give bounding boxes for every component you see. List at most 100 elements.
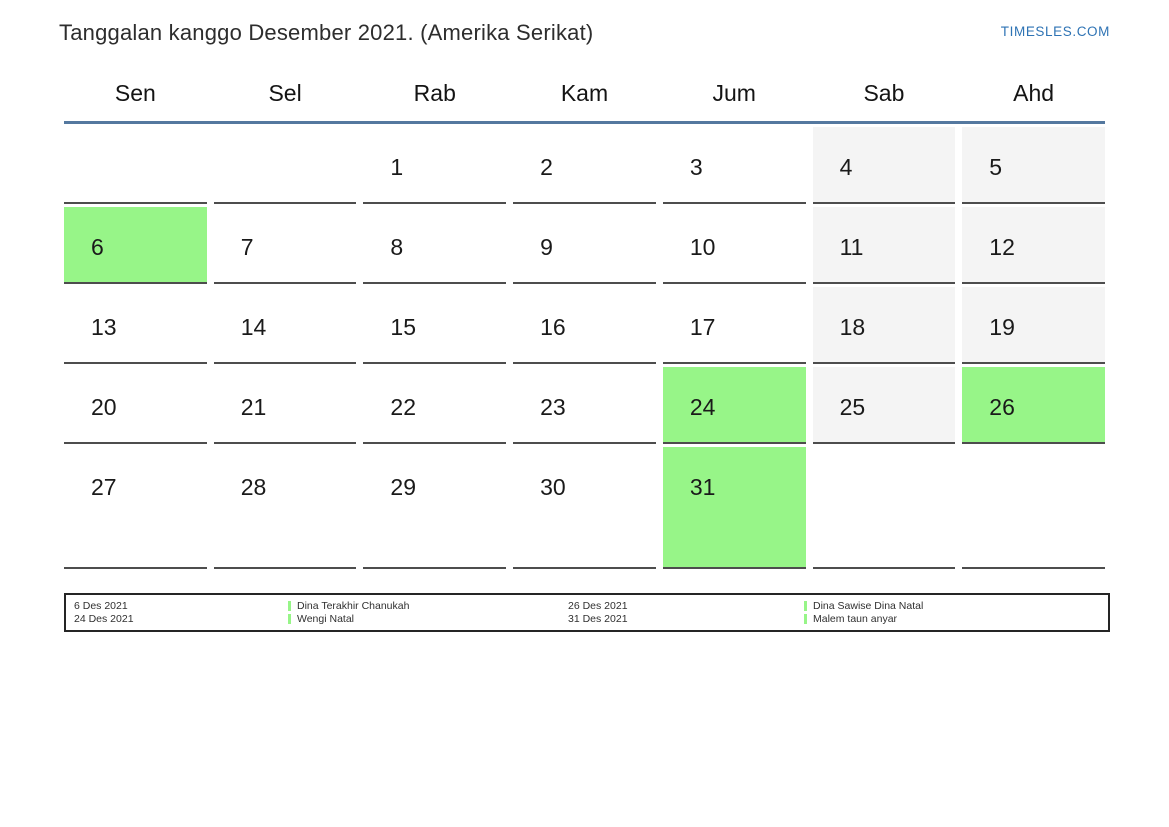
day-number: 13 [91,314,117,340]
day-number: 25 [839,394,866,420]
calendar-cell-12[interactable]: 12 [962,204,1105,284]
calendar-cell-19[interactable]: 19 [962,284,1105,364]
calendar-cell-16[interactable]: 16 [513,284,656,364]
calendar-cell-24[interactable]: 24 [662,364,806,444]
day-number: 14 [240,314,267,340]
calendar-cell-13[interactable]: 13 [64,284,207,364]
legend-date: 6 Des 2021 [74,600,128,612]
day-number: 3 [689,154,703,180]
day-header-jum: Jum [712,80,756,106]
day-number: 23 [540,394,566,420]
day-number: 9 [540,234,553,260]
legend-names-group-2: Dina Sawise Dina Natal Malem taun anyar [804,600,923,625]
calendar-cell-20[interactable]: 20 [64,364,207,444]
day-header-row: Sen Sel Rab Kam Jum Sab Ahd [64,80,1105,121]
day-number: 15 [390,314,417,340]
day-number: 11 [839,234,864,260]
legend-date: 31 Des 2021 [568,612,628,625]
calendar-cell-empty [213,124,357,204]
page-title: Tanggalan kanggo Desember 2021. (Amerika… [59,20,594,45]
calendar-cell-7[interactable]: 7 [213,204,357,284]
legend-date: 26 Des 2021 [568,600,628,612]
calendar-cell-14[interactable]: 14 [213,284,357,364]
day-number: 18 [839,314,866,340]
day-number: 24 [689,394,716,420]
calendar-cell-31[interactable]: 31 [662,444,806,569]
calendar-cell-5[interactable]: 5 [962,124,1105,204]
calendar-cell-9[interactable]: 9 [513,204,656,284]
calendar-cell-27[interactable]: 27 [64,444,207,569]
legend-holiday-name: Dina Terakhir Chanukah [297,600,410,612]
calendar-cell-23[interactable]: 23 [513,364,656,444]
day-number: 27 [91,474,117,500]
calendar-grid: 1 2 3 4 5 6 7 8 9 10 11 12 13 14 15 16 17 18 19 20 21 22 23 24 2… [64,124,1105,569]
legend-entry: Malem taun anyar [804,613,923,626]
legend-entry: Dina Terakhir Chanukah [288,600,568,613]
legend-box: 6 Des 2021 24 Des 2021 Dina Terakhir Cha… [64,593,1110,632]
header-rule [64,121,1105,124]
legend-holiday-name: Wengi Natal [297,612,355,625]
legend-dates-group-1: 6 Des 2021 24 Des 2021 [74,600,288,625]
holiday-marker-icon [288,601,291,612]
day-number: 8 [390,234,404,260]
calendar-cell-29[interactable]: 29 [363,444,507,569]
day-header-rab: Rab [413,80,456,106]
holiday-marker-icon [804,601,807,612]
day-number: 21 [240,394,267,420]
calendar: Sen Sel Rab Kam Jum Sab Ahd 1 2 3 4 5 6 7 8 9 10 11 12 13 1… [64,80,1105,569]
calendar-cell-6[interactable]: 6 [64,204,207,284]
legend-holiday-name: Malem taun anyar [813,612,898,625]
calendar-cell-empty [812,444,956,569]
day-number: 22 [390,394,417,420]
day-number: 30 [540,474,566,500]
day-number: 29 [390,474,417,500]
day-header-sab: Sab [863,80,905,106]
calendar-cell-8[interactable]: 8 [363,204,507,284]
day-header-sen: Sen [114,80,156,106]
legend-holiday-name: Dina Sawise Dina Natal [813,600,924,612]
calendar-cell-empty [64,124,207,204]
calendar-cell-empty [962,444,1105,569]
day-number: 7 [240,234,254,260]
day-number: 12 [989,234,1015,260]
legend-dates-group-2: 26 Des 2021 31 Des 2021 [568,600,804,625]
calendar-cell-26[interactable]: 26 [962,364,1105,444]
day-header-kam: Kam [560,80,609,106]
calendar-cell-3[interactable]: 3 [662,124,806,204]
day-number: 31 [689,474,716,500]
day-number: 17 [689,314,716,340]
legend-entry: Dina Sawise Dina Natal [804,600,923,613]
calendar-cell-30[interactable]: 30 [513,444,656,569]
day-number: 2 [540,154,553,180]
day-number: 28 [240,474,267,500]
calendar-cell-4[interactable]: 4 [812,124,956,204]
day-header-sel: Sel [268,80,302,106]
calendar-cell-10[interactable]: 10 [662,204,806,284]
calendar-cell-17[interactable]: 17 [662,284,806,364]
legend-names-group-1: Dina Terakhir Chanukah Wengi Natal [288,600,568,625]
calendar-cell-1[interactable]: 1 [363,124,507,204]
calendar-cell-11[interactable]: 11 [812,204,956,284]
day-number: 6 [91,234,104,260]
calendar-cell-22[interactable]: 22 [363,364,507,444]
day-number: 5 [989,154,1003,180]
calendar-cell-2[interactable]: 2 [513,124,656,204]
legend-entry: Wengi Natal [288,613,568,626]
calendar-cell-15[interactable]: 15 [363,284,507,364]
calendar-cell-18[interactable]: 18 [812,284,956,364]
calendar-cell-25[interactable]: 25 [812,364,956,444]
day-number: 26 [989,394,1015,420]
day-number: 4 [839,154,853,180]
day-number: 19 [989,314,1015,340]
calendar-cell-21[interactable]: 21 [213,364,357,444]
day-number: 20 [91,394,117,420]
timesles-site-link[interactable]: TIMESLES.COM [1000,24,1110,39]
holiday-marker-icon [288,613,291,624]
legend-date: 24 Des 2021 [74,612,134,625]
day-number: 1 [390,154,404,180]
calendar-cell-28[interactable]: 28 [213,444,357,569]
top-bar: Tanggalan kanggo Desember 2021. (Amerika… [0,0,1169,46]
day-header-ahd: Ahd [1013,80,1055,106]
day-number: 16 [540,314,566,340]
